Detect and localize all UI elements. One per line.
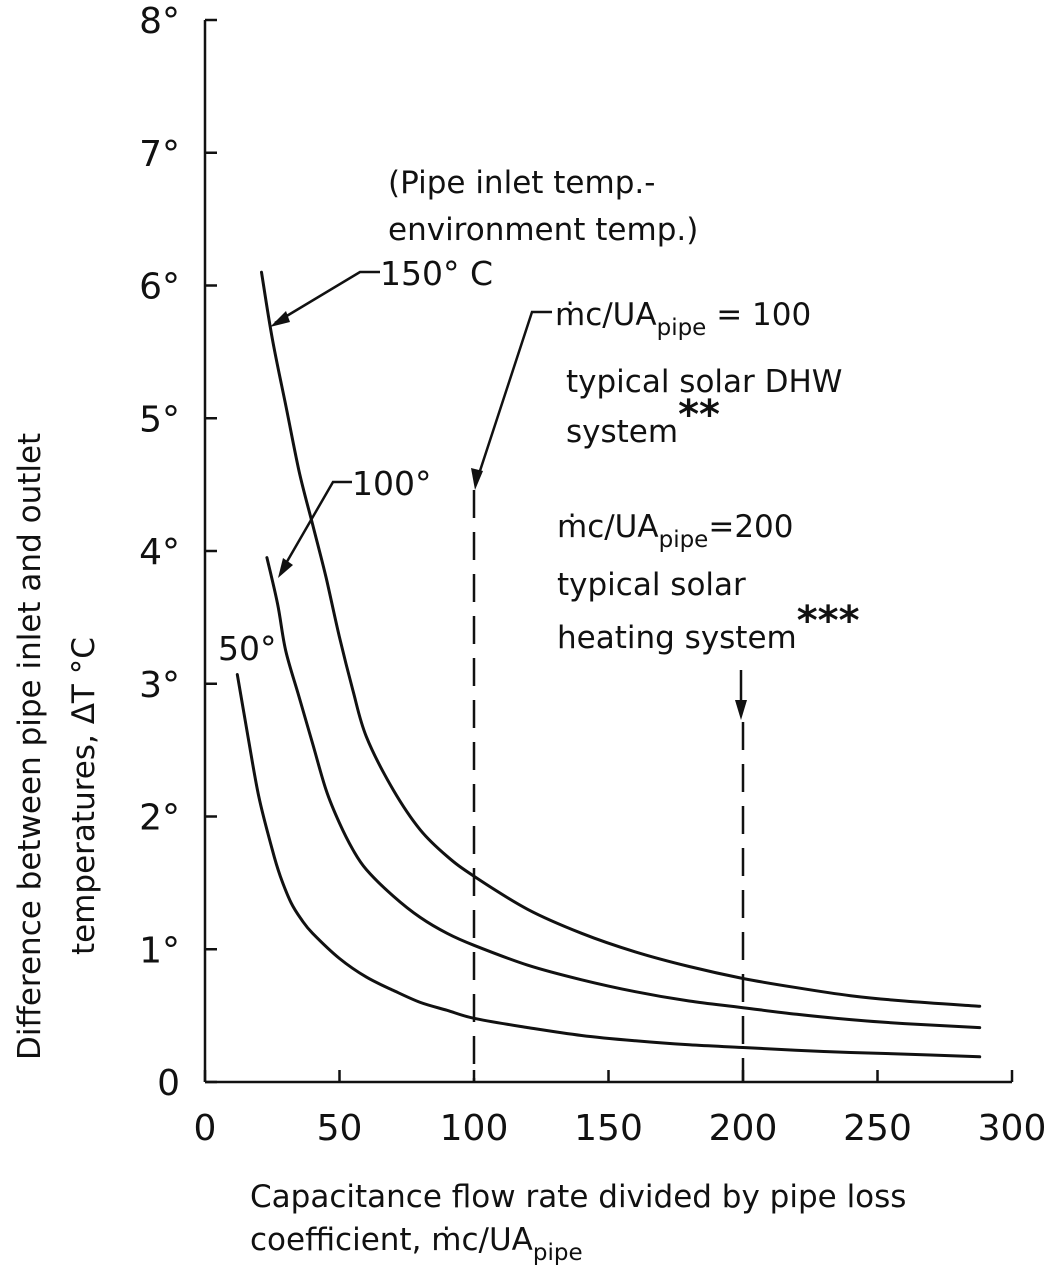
x-tick-label: 0 (194, 1108, 217, 1149)
note-line2: environment temp.) (388, 212, 698, 248)
x-tick-label: 150 (574, 1108, 643, 1149)
y-tick-label: 4° (139, 532, 180, 573)
ref100-stars: ** (678, 392, 720, 438)
ref200-sub: pipe (659, 527, 709, 553)
y-tick-label: 2° (139, 798, 180, 839)
series-line-2 (235, 673, 982, 1059)
ref100-tail: = 100 (706, 297, 811, 333)
curve-label-150: 150° C (380, 254, 493, 293)
y-tick-label: 6° (139, 267, 180, 308)
ref100-line1: ṁc/UApipe = 100 (555, 297, 811, 341)
ref100-sub: pipe (657, 315, 707, 341)
curve-label-50: 50° (218, 629, 277, 668)
ref200-line3: heating system*** (557, 598, 860, 656)
series-line-1 (265, 556, 982, 1030)
ref100-line2: typical solar DHW (566, 364, 842, 400)
curve-label-150-arrowhead (270, 311, 290, 327)
y-tick-label: 5° (139, 399, 180, 440)
ref200-line2: typical solar (557, 567, 746, 603)
y-tick-label: 3° (139, 665, 180, 706)
x-axis-title-line2: coefficient, ṁc/UApipe (250, 1222, 583, 1266)
ref100-line3-text: system (566, 414, 678, 450)
ref100-line3: system** (566, 392, 720, 450)
ref200-line1: ṁc/UApipe=200 (557, 509, 794, 553)
series (235, 270, 982, 1059)
x-tick-label: 50 (317, 1108, 363, 1149)
y-axis-title-line2: temperatures, ΔT °C (66, 637, 102, 955)
ref200-annotation: ṁc/UApipe=200 typical solar heating sys… (557, 509, 860, 720)
reference-lines (472, 490, 745, 1082)
curve-label-100-arrowhead (278, 558, 293, 578)
y-tick-label: 0 (157, 1063, 180, 1104)
y-tick-label: 7° (139, 134, 180, 175)
x-axis-title-line1: Capacitance flow rate divided by pipe lo… (250, 1179, 906, 1215)
curve-label-150-leader (274, 270, 380, 325)
ref200-tail: =200 (708, 509, 793, 545)
x-tick-label: 100 (440, 1108, 509, 1149)
curve-label-100: 100° (352, 464, 432, 503)
x-tick-label: 200 (709, 1108, 778, 1149)
x-tick-label: 250 (843, 1108, 912, 1149)
x-axis-title-main: coefficient, ṁc/UA (250, 1222, 533, 1258)
ref100-arrowhead (471, 468, 483, 490)
y-tick-label: 8° (139, 1, 180, 42)
x-axis-title-sub: pipe (533, 1240, 583, 1266)
curve-label-100-leader (279, 480, 352, 573)
y-axis-title-line1: Difference between pipe inlet and outlet (12, 433, 48, 1060)
ref100-leader (475, 310, 552, 481)
ref200-arrowhead (735, 700, 747, 720)
ref200-line3-text: heating system (557, 620, 797, 656)
ticks: 0 50 100 150 200 250 300 0 1° 2° 3° 4° 5° 6° 7° 8° (139, 1, 1044, 1149)
ref200-stars: *** (797, 598, 860, 644)
series-line-0 (260, 270, 982, 1008)
note-line1: (Pipe inlet temp.- (388, 165, 655, 201)
ref200-main: ṁc/UA (557, 509, 659, 545)
y-tick-label: 1° (139, 930, 180, 971)
ref100-main: ṁc/UA (555, 297, 657, 333)
x-tick-label: 300 (978, 1108, 1044, 1149)
ref100-annotation: ṁc/UApipe = 100 typical solar DHW syste… (471, 297, 842, 490)
